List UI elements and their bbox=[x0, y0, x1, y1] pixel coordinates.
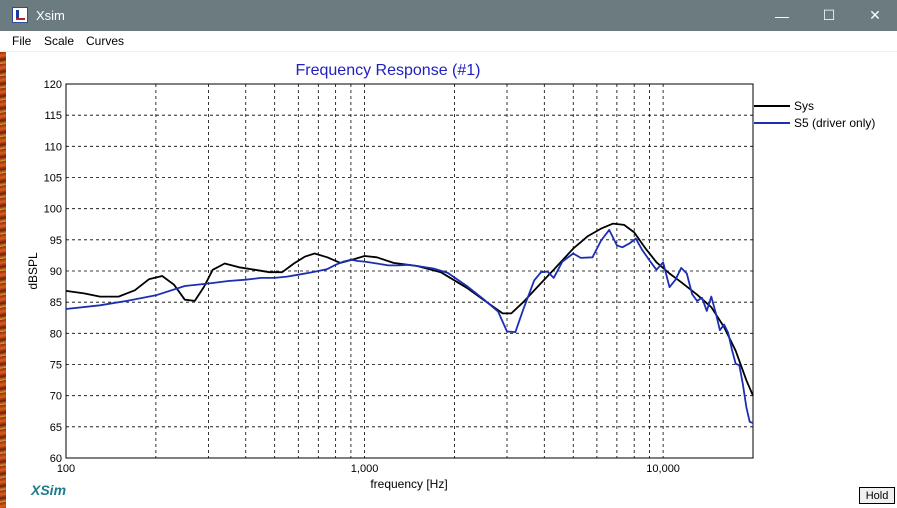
x-tick-label: 10,000 bbox=[646, 463, 680, 475]
series-line-sys bbox=[65, 222, 754, 397]
chart-title: Frequency Response (#1) bbox=[296, 62, 481, 79]
y-tick-label: 90 bbox=[50, 266, 62, 278]
maximize-button[interactable]: ☐ bbox=[822, 7, 836, 23]
x-tick-label: 1,000 bbox=[351, 463, 379, 475]
app-logo-icon[interactable] bbox=[12, 7, 28, 23]
minimize-button[interactable]: — bbox=[775, 7, 789, 24]
y-tick-label: 120 bbox=[44, 79, 62, 91]
y-tick-label: 60 bbox=[50, 453, 62, 465]
menu-curves[interactable]: Curves bbox=[86, 34, 125, 48]
title-bar: Xsim — ☐ ✕ bbox=[0, 0, 897, 31]
y-tick-label: 80 bbox=[50, 328, 62, 340]
y-axis-label: dBSPL bbox=[26, 252, 40, 290]
y-tick-label: 105 bbox=[44, 173, 62, 185]
y-tick-label: 95 bbox=[50, 235, 62, 247]
plot-frame bbox=[65, 83, 754, 459]
legend-label-s5: S5 (driver only) bbox=[794, 116, 875, 130]
hold-button[interactable]: Hold bbox=[859, 487, 895, 504]
y-tick-label: 70 bbox=[50, 391, 62, 403]
y-tick-label: 75 bbox=[50, 360, 62, 372]
y-tick-label: 85 bbox=[50, 297, 62, 309]
menu-scale[interactable]: Scale bbox=[44, 34, 75, 48]
y-tick-label: 65 bbox=[50, 422, 62, 434]
plot-area bbox=[6, 52, 897, 508]
legend-label-sys: Sys bbox=[794, 99, 814, 113]
menu-bar: File Scale Curves bbox=[0, 31, 897, 52]
x-tick-label: 100 bbox=[57, 463, 75, 475]
menu-file[interactable]: File bbox=[12, 34, 32, 48]
close-button[interactable]: ✕ bbox=[869, 7, 881, 23]
y-tick-label: 115 bbox=[44, 110, 62, 122]
y-tick-label: 100 bbox=[44, 204, 62, 216]
x-axis-label: frequency [Hz] bbox=[370, 477, 447, 491]
desktop-background-strip bbox=[0, 52, 6, 508]
window-title: Xsim bbox=[36, 8, 65, 23]
series-line-s5 bbox=[65, 228, 754, 424]
y-tick-label: 110 bbox=[44, 141, 62, 153]
xsim-brand-label: XSim bbox=[30, 482, 66, 498]
